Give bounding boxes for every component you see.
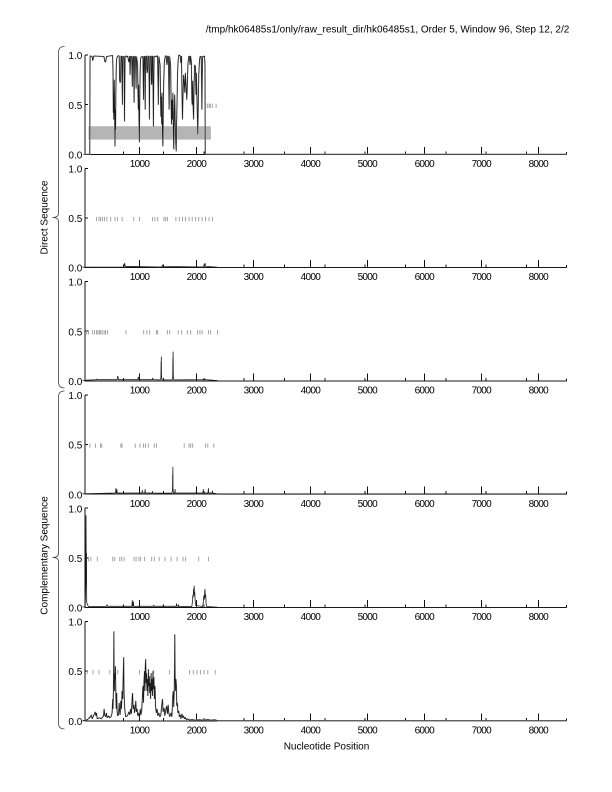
svg-text:3000: 3000 <box>244 159 265 170</box>
svg-text:1.0: 1.0 <box>68 504 82 515</box>
svg-text:8000: 8000 <box>529 725 550 736</box>
svg-text:5000: 5000 <box>358 499 379 510</box>
svg-text:0.5: 0.5 <box>68 101 82 112</box>
svg-text:3000: 3000 <box>244 499 265 510</box>
svg-text:4000: 4000 <box>301 386 322 397</box>
svg-text:4000: 4000 <box>301 159 322 170</box>
svg-text:0.5: 0.5 <box>68 667 82 678</box>
svg-text:0.0: 0.0 <box>68 150 82 161</box>
svg-text:1.0: 1.0 <box>68 164 82 175</box>
svg-text:3000: 3000 <box>244 725 265 736</box>
svg-text:Complementary Sequence: Complementary Sequence <box>40 496 51 615</box>
svg-text:0.0: 0.0 <box>68 377 82 388</box>
svg-text:2000: 2000 <box>187 725 208 736</box>
svg-text:5000: 5000 <box>358 159 379 170</box>
svg-text:0.0: 0.0 <box>68 264 82 275</box>
svg-text:1000: 1000 <box>130 272 151 283</box>
svg-text:7000: 7000 <box>472 159 493 170</box>
svg-text:1.0: 1.0 <box>68 51 82 62</box>
svg-text:3000: 3000 <box>244 386 265 397</box>
svg-text:8000: 8000 <box>529 386 550 397</box>
svg-text:7000: 7000 <box>472 499 493 510</box>
svg-text:2000: 2000 <box>187 272 208 283</box>
svg-text:1000: 1000 <box>130 612 151 623</box>
svg-text:7000: 7000 <box>472 272 493 283</box>
svg-text:5000: 5000 <box>358 612 379 623</box>
svg-text:5000: 5000 <box>358 272 379 283</box>
svg-text:1000: 1000 <box>130 159 151 170</box>
svg-text:0.0: 0.0 <box>68 604 82 615</box>
svg-text:5000: 5000 <box>358 725 379 736</box>
svg-text:8000: 8000 <box>529 272 550 283</box>
svg-text:0.5: 0.5 <box>68 441 82 452</box>
svg-text:1000: 1000 <box>130 386 151 397</box>
svg-text:7000: 7000 <box>472 612 493 623</box>
svg-text:6000: 6000 <box>415 612 436 623</box>
svg-text:6000: 6000 <box>415 499 436 510</box>
svg-text:0.5: 0.5 <box>68 214 82 225</box>
svg-text:4000: 4000 <box>301 499 322 510</box>
svg-text:8000: 8000 <box>529 159 550 170</box>
svg-text:0.0: 0.0 <box>68 717 82 728</box>
svg-text:6000: 6000 <box>415 725 436 736</box>
svg-text:4000: 4000 <box>301 725 322 736</box>
svg-text:1.0: 1.0 <box>68 618 82 629</box>
svg-text:7000: 7000 <box>472 725 493 736</box>
svg-text:6000: 6000 <box>415 272 436 283</box>
svg-text:8000: 8000 <box>529 499 550 510</box>
svg-text:Nucleotide Position: Nucleotide Position <box>284 742 370 753</box>
svg-text:3000: 3000 <box>244 272 265 283</box>
svg-text:2000: 2000 <box>187 499 208 510</box>
svg-text:0.5: 0.5 <box>68 327 82 338</box>
svg-text:3000: 3000 <box>244 612 265 623</box>
svg-text:Direct Sequence: Direct Sequence <box>40 180 51 254</box>
svg-text:5000: 5000 <box>358 386 379 397</box>
svg-text:0.0: 0.0 <box>68 490 82 501</box>
svg-text:1000: 1000 <box>130 499 151 510</box>
svg-text:1000: 1000 <box>130 725 151 736</box>
svg-text:2000: 2000 <box>187 386 208 397</box>
svg-text:6000: 6000 <box>415 386 436 397</box>
svg-text:1.0: 1.0 <box>68 391 82 402</box>
svg-text:/tmp/hk06485s1/only/raw_result: /tmp/hk06485s1/only/raw_result_dir/hk064… <box>206 24 570 35</box>
svg-text:7000: 7000 <box>472 386 493 397</box>
svg-text:8000: 8000 <box>529 612 550 623</box>
svg-text:4000: 4000 <box>301 272 322 283</box>
svg-text:2000: 2000 <box>187 159 208 170</box>
svg-text:2000: 2000 <box>187 612 208 623</box>
svg-text:4000: 4000 <box>301 612 322 623</box>
svg-text:6000: 6000 <box>415 159 436 170</box>
svg-text:0.5: 0.5 <box>68 554 82 565</box>
svg-text:1.0: 1.0 <box>68 278 82 289</box>
